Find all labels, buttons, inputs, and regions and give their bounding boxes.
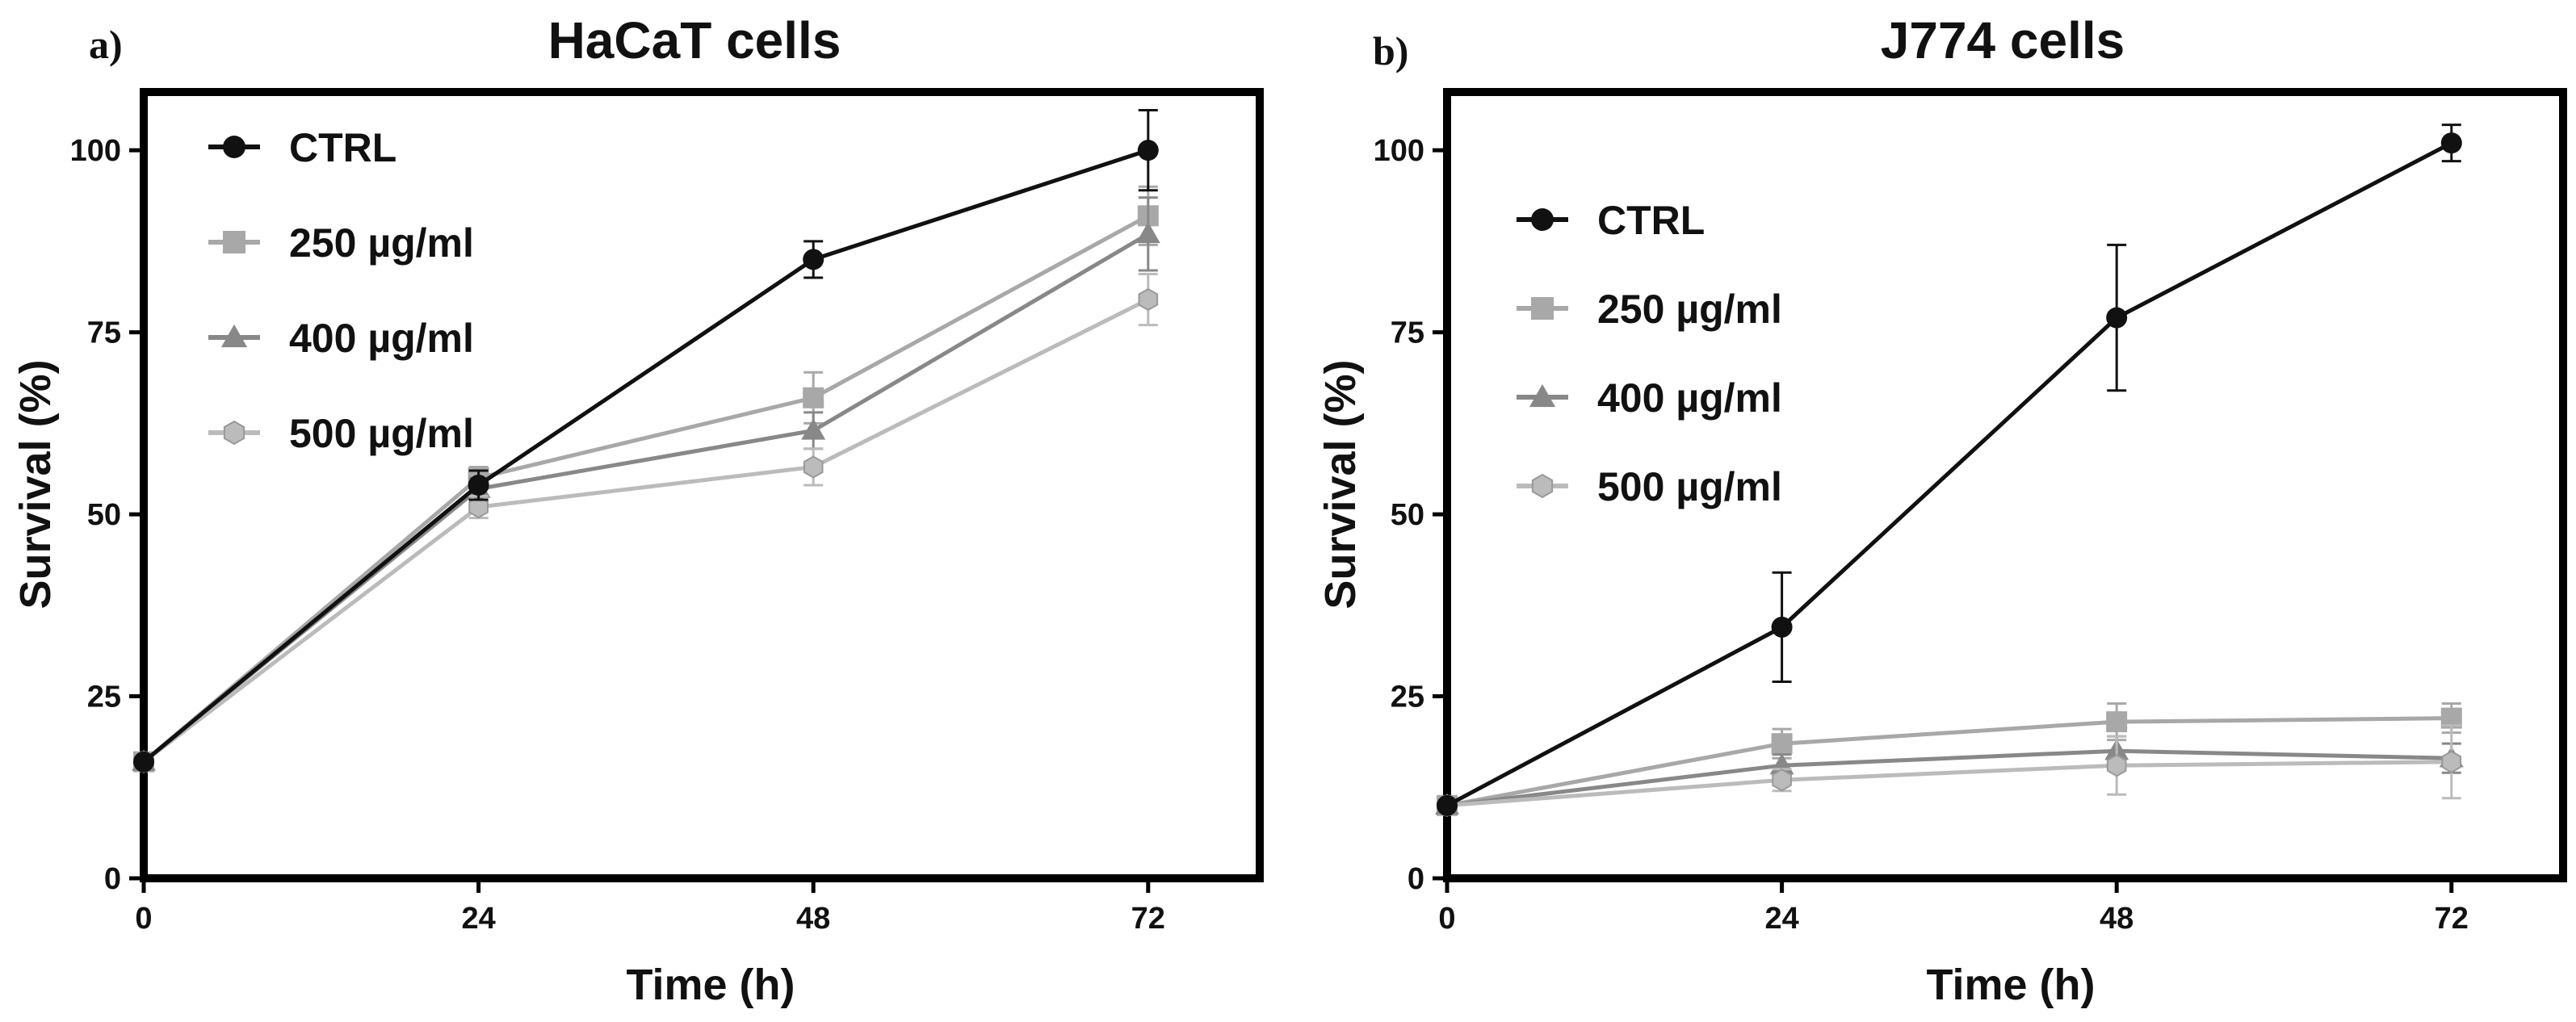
y-tick-label: 50: [1391, 498, 1424, 532]
y-tick-label: 25: [87, 681, 121, 714]
legend-label: CTRL: [1597, 198, 1705, 243]
legend-marker: [223, 420, 245, 446]
data-point: [1771, 616, 1793, 638]
data-point: [803, 249, 824, 270]
y-tick-label: 100: [1374, 134, 1424, 168]
data-point: [803, 455, 824, 479]
panel-b: b) J774 cells 0 25 50 75 100 0 24 48 72 CTRL 250…: [1316, 11, 2567, 1009]
x-tick-label: 48: [2100, 902, 2133, 936]
legend-label: 500 µg/ml: [289, 411, 474, 456]
data-point: [1437, 794, 1458, 816]
panel-b-legend: CTRL 250 µg/ml 400 µg/ml 500 µg/ml: [1517, 198, 1782, 509]
panel-b-title: J774 cells: [1881, 11, 2125, 69]
data-point: [133, 751, 154, 773]
legend-marker: [1531, 473, 1554, 499]
series-line: [1446, 716, 2452, 808]
x-tick-label: 48: [796, 902, 830, 936]
data-point: [468, 475, 489, 496]
panel-b-x-axis-label: Time (h): [1926, 961, 2095, 1009]
y-tick-label: 75: [1391, 316, 1424, 350]
panel-a-x-ticks: 0 24 48 72: [135, 878, 1165, 936]
y-tick-label: 0: [104, 862, 121, 896]
x-tick-label: 72: [1131, 902, 1165, 936]
legend-label: 250 µg/ml: [289, 220, 474, 266]
panel-b-x-ticks: 0 24 48 72: [1438, 878, 2469, 936]
legend-marker: [223, 136, 245, 158]
panel-a-letter: a): [89, 22, 123, 67]
data-point: [2106, 307, 2128, 329]
legend-label: 500 µg/ml: [1597, 464, 1782, 509]
panel-b-plot-frame: [1443, 88, 2567, 882]
panel-a-plot-frame: [140, 88, 1264, 882]
panel-b-y-axis-label: Survival (%): [1316, 359, 1365, 609]
x-tick-label: 0: [1438, 902, 1455, 936]
x-tick-label: 72: [2435, 902, 2469, 936]
panel-a-legend: CTRL 250 µg/ml 400 µg/ml 500 µg/ml: [208, 125, 474, 456]
data-point: [801, 418, 826, 440]
y-tick-label: 100: [70, 134, 121, 168]
panel-b-letter: b): [1373, 28, 1408, 73]
panel-b-series: [1435, 124, 2464, 817]
data-point: [803, 387, 824, 408]
legend-label: 250 µg/ml: [1597, 287, 1782, 332]
panel-a-series: [132, 109, 1160, 773]
data-point: [1138, 287, 1159, 312]
y-tick-label: 25: [1391, 681, 1424, 714]
legend-marker: [1531, 297, 1554, 320]
y-tick-label: 75: [87, 316, 121, 350]
y-tick-label: 50: [87, 498, 121, 532]
x-tick-label: 0: [135, 902, 152, 936]
panel-b-y-ticks: 0 25 50 75 100: [1374, 134, 1447, 896]
data-point: [1771, 733, 1793, 755]
panel-a-y-axis-label: Survival (%): [11, 359, 60, 609]
legend-marker: [1531, 208, 1554, 231]
legend-marker: [1529, 383, 1556, 408]
series-line: [142, 297, 1149, 764]
legend-label: 400 µg/ml: [1597, 375, 1782, 421]
data-point: [468, 495, 489, 519]
data-point: [1135, 221, 1160, 244]
series-line: [142, 148, 1149, 764]
series-line: [142, 214, 1149, 764]
legend-marker: [220, 324, 248, 348]
x-tick-label: 24: [1764, 902, 1798, 936]
data-point: [2106, 754, 2127, 777]
series-line: [1446, 748, 2452, 808]
x-tick-label: 24: [461, 902, 495, 936]
data-point: [2440, 132, 2462, 154]
legend-marker: [223, 231, 245, 253]
legend-label: CTRL: [289, 125, 396, 170]
data-point: [2441, 750, 2462, 773]
series-line: [142, 232, 1150, 764]
legend-label: 400 µg/ml: [289, 316, 474, 361]
data-point: [1772, 769, 1792, 792]
panel-a-title: HaCaT cells: [548, 11, 841, 69]
series-line: [1445, 140, 2452, 808]
data-point: [1137, 140, 1159, 161]
series-line: [1446, 760, 2452, 808]
panel-a-y-ticks: 0 25 50 75 100: [70, 134, 144, 896]
panel-a-x-axis-label: Time (h): [626, 961, 795, 1009]
data-point: [2106, 711, 2128, 733]
y-tick-label: 0: [1408, 862, 1424, 896]
panel-a: a) HaCaT cells 0 25 50 75 100 0 24 48 72 CTRL 25…: [11, 11, 1264, 1009]
